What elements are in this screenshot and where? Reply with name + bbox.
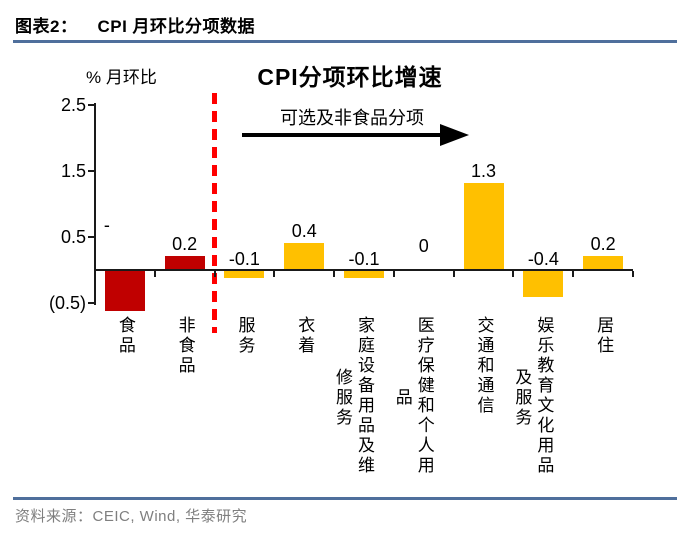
x-axis	[95, 269, 633, 271]
x-tick	[94, 271, 96, 277]
bar-9	[583, 255, 624, 269]
bar-4	[284, 242, 325, 269]
category-label-column: 非食品	[174, 316, 195, 376]
chart-title: CPI分项环比增速	[257, 64, 443, 90]
bar-value-label: 0	[418, 236, 429, 256]
x-tick	[452, 271, 455, 277]
bar-value-label: 0.2	[590, 233, 616, 254]
x-tick	[273, 271, 276, 277]
x-tick	[213, 271, 216, 277]
category-label-column: 食品	[114, 316, 135, 356]
category-label: 家庭设备用品及维 修服务	[331, 316, 375, 480]
x-tick	[153, 271, 156, 277]
header-divider	[13, 40, 677, 43]
annotation-label: 可选及非食品分项	[280, 108, 424, 129]
figure-title: CPI 月环比分项数据	[97, 17, 256, 36]
category-label-column: 居住	[593, 316, 614, 356]
bar-2	[164, 255, 205, 269]
category-label: 食品	[114, 316, 136, 480]
y-tick-label: 1.5	[60, 161, 86, 181]
category-label-column: 修服务	[332, 368, 352, 428]
category-label-column: 交通和通信	[473, 316, 494, 416]
bar-8	[523, 271, 564, 298]
bar-5	[344, 271, 384, 278]
category-label-column: 及服务	[511, 368, 532, 428]
bar-value-label: -0.4	[527, 249, 559, 269]
y-axis-unit-label: % 月环比	[86, 68, 157, 87]
category-label: 娱乐教育文化用品 及服务	[510, 316, 554, 480]
category-separator-dashed-line	[212, 93, 217, 333]
category-label: 非食品	[174, 316, 196, 480]
category-label-column: 服务	[234, 316, 255, 356]
bar-value-label: -0.1	[348, 249, 380, 269]
y-tick	[88, 104, 95, 106]
x-tick	[632, 271, 634, 277]
source-note: 资料来源：CEIC, Wind, 华泰研究	[15, 508, 248, 525]
figure-number: 图表2：	[15, 17, 78, 36]
bar-value-label: -	[103, 215, 110, 235]
category-label: 服务	[233, 316, 255, 480]
category-label-column: 品	[391, 388, 412, 408]
y-tick	[88, 236, 95, 238]
y-tick	[88, 302, 95, 304]
category-label: 医疗保健和个人用品	[391, 316, 435, 480]
y-tick-label: 0.5	[60, 227, 86, 247]
footer-divider	[13, 497, 677, 500]
category-label: 交通和通信	[473, 316, 495, 480]
category-label-column: 医疗保健和个人用	[413, 316, 434, 476]
y-tick-label: 2.5	[60, 95, 86, 115]
bar-1	[104, 271, 145, 311]
bar-7	[463, 183, 504, 269]
x-tick	[512, 271, 515, 277]
category-label-column: 娱乐教育文化用品	[533, 316, 554, 476]
category-label-column: 衣着	[294, 316, 315, 356]
bar-value-label: 1.3	[471, 161, 497, 182]
y-axis	[94, 103, 96, 305]
x-tick	[333, 271, 336, 277]
bar-value-label: -0.1	[228, 249, 260, 269]
bar-value-label: 0.2	[172, 233, 198, 254]
right-arrow-icon	[242, 124, 469, 146]
y-tick	[88, 170, 95, 172]
x-tick	[572, 271, 575, 277]
category-label: 居住	[592, 316, 614, 480]
figure-header: 图表2： CPI 月环比分项数据	[15, 12, 255, 37]
bar-value-label: 0.4	[291, 220, 317, 241]
x-tick	[392, 271, 395, 277]
category-label: 衣着	[293, 316, 315, 480]
category-label-column: 家庭设备用品及维	[354, 316, 374, 476]
bar-3	[224, 271, 265, 278]
y-tick-label: (0.5)	[48, 293, 86, 313]
